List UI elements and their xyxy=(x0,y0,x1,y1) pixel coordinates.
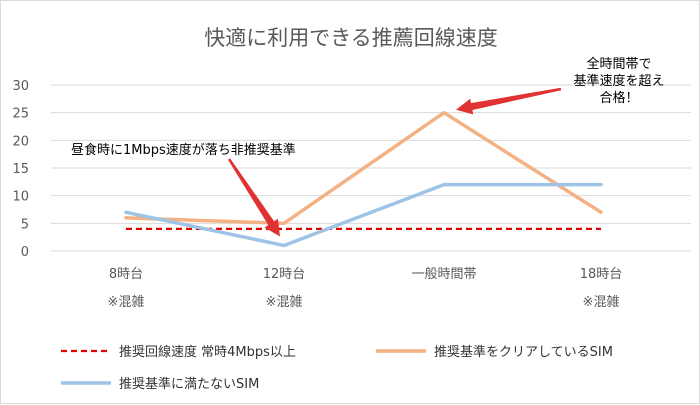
x-category-label: 18時台 xyxy=(580,267,623,282)
annotation-text: 合格！ xyxy=(599,90,638,106)
series-lines xyxy=(124,110,603,248)
gridlines xyxy=(51,84,691,252)
legend-label: 推奨回線速度 常時4Mbps以上 xyxy=(119,344,296,360)
chart-title: 快適に利用できる推薦回線速度 xyxy=(204,26,498,50)
series-line xyxy=(124,110,603,226)
annotation-text: 基準速度を超え xyxy=(573,73,664,89)
x-category-label: 8時台 xyxy=(109,267,143,282)
x-category-label: 一般時間帯 xyxy=(411,266,476,282)
annotation-arrow xyxy=(228,158,280,237)
annotation-arrow xyxy=(456,87,562,115)
x-category-sublabel: ※混雑 xyxy=(583,294,620,310)
annotation-text: 全時間帯で xyxy=(586,56,651,72)
x-category-label: 12時台 xyxy=(263,267,306,282)
y-tick-label: 0 xyxy=(21,245,29,260)
y-axis-ticks: 0 5 10 15 20 25 30 xyxy=(12,79,29,260)
series-line xyxy=(124,182,603,248)
legend-label: 推奨基準をクリアしているSIM xyxy=(434,344,613,360)
y-tick-label: 20 xyxy=(12,134,29,149)
y-tick-label: 15 xyxy=(12,162,29,177)
x-category-sublabel: ※混雑 xyxy=(108,294,145,310)
legend: 推奨回線速度 常時4Mbps以上 推奨基準をクリアしているSIM 推奨基準に満たない… xyxy=(61,344,613,392)
x-axis-categories: 8時台 ※混雑 12時台 ※混雑 一般時間帯 18時台 ※混雑 xyxy=(108,266,623,310)
y-tick-label: 25 xyxy=(12,107,29,122)
annotation-text: 昼食時に1Mbps速度が落ち非推奨基準 xyxy=(71,142,296,158)
y-tick-label: 30 xyxy=(12,79,29,94)
x-category-sublabel: ※混雑 xyxy=(266,294,303,310)
legend-label: 推奨基準に満たないSIM xyxy=(119,376,259,392)
y-tick-label: 10 xyxy=(12,190,29,205)
y-tick-label: 5 xyxy=(21,217,29,232)
